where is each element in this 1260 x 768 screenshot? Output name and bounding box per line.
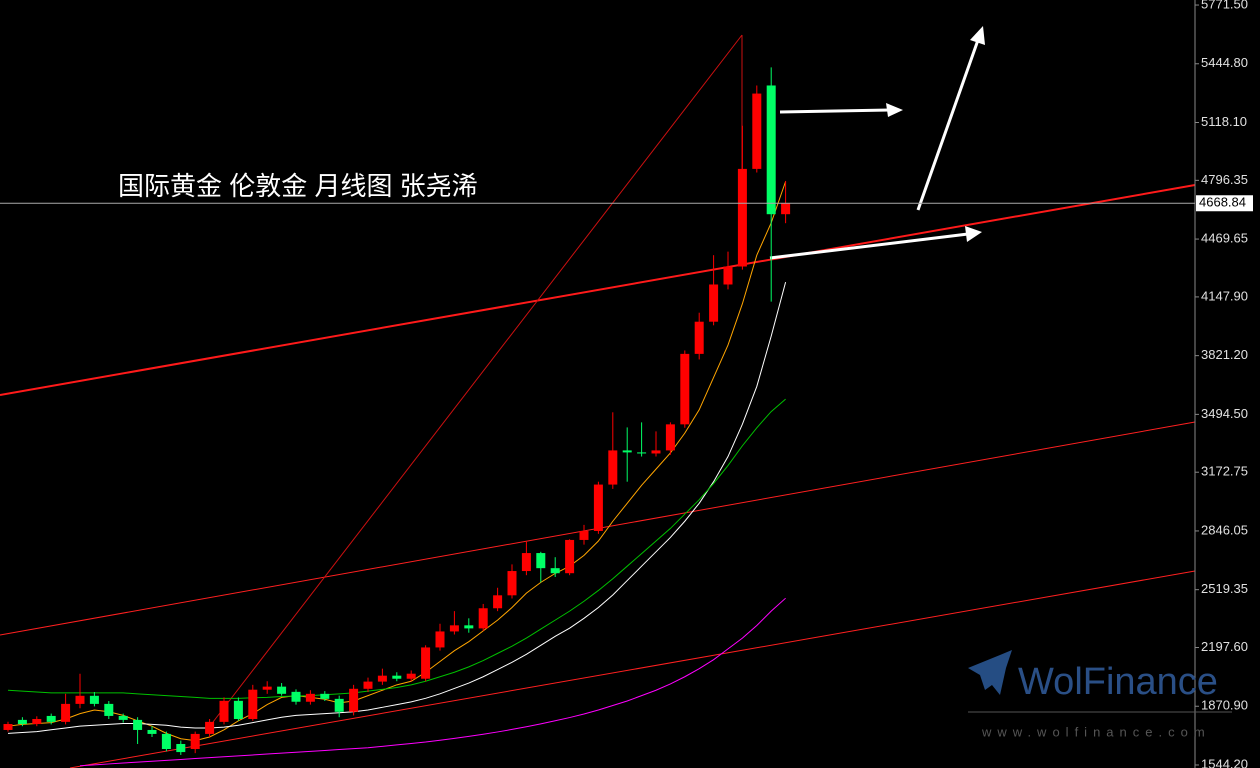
candle-body [392,675,402,679]
candle-body [377,675,387,682]
candle-body [17,719,27,725]
candle-body [536,553,546,569]
last-price-box [1196,195,1253,212]
candle-body [665,424,675,451]
y-tick-label: 1544.20 [1201,756,1248,768]
candle-body [579,530,589,540]
y-tick-label: 5118.10 [1201,114,1247,129]
y-tick-label: 3172.75 [1201,464,1248,479]
candle-body [104,703,114,716]
candle-body [305,693,315,702]
chart-title: 国际黄金 伦敦金 月线图 张尧浠 [118,171,478,201]
candle-body [435,631,445,648]
logo [968,650,1012,695]
candle-body [406,673,416,679]
candle-body [752,93,762,169]
candle-body [565,539,575,574]
candle-body [593,484,603,531]
candle-body [363,681,373,689]
candle-body [622,450,632,453]
candle-body [205,721,215,734]
y-tick-label: 3494.50 [1201,406,1248,421]
candle-body [161,733,171,750]
candle-body [723,266,733,285]
candle-body [478,608,488,629]
y-tick-label: 3821.20 [1201,347,1248,362]
candle-body [233,700,243,719]
y-tick-label: 2846.05 [1201,522,1248,537]
arrow [916,39,980,211]
candle-body [493,595,503,609]
candle-body [737,168,747,267]
moving-average [7,398,786,699]
candle-body [133,719,143,730]
y-tick-label: 5771.50 [1201,0,1248,11]
candle-body [190,733,200,750]
trend-line [69,570,1196,768]
candle-body [694,321,704,354]
candle-body [680,353,690,425]
arrow-head [970,26,985,45]
candle-body [75,695,85,704]
arrow [769,232,969,260]
y-tick-label: 4469.65 [1201,231,1248,246]
trend-line [212,34,743,723]
candle-body [262,686,272,690]
trend-line [0,184,1196,396]
candle-body [320,693,330,699]
watermark: WolFinance www.wolfinance.com [968,650,1232,739]
candle-body [46,715,56,722]
candle-body [507,571,517,596]
y-tick-label: 4796.35 [1201,172,1248,187]
y-tick-label: 5444.80 [1201,55,1248,70]
candle-body [464,625,474,629]
candle-body [637,452,647,454]
candle-body [651,450,661,454]
arrow-head [965,226,982,242]
candle-body [118,715,128,720]
y-tick-label: 1870.90 [1201,698,1248,713]
candle-body [550,568,560,574]
arrow [779,108,891,114]
candle-body [521,553,531,572]
candle-body [176,743,186,753]
candle-body [3,724,13,730]
candle-body [61,703,71,722]
candle-body [449,625,459,632]
candle-body [334,698,344,712]
candle-body [147,729,157,734]
candle-body [709,284,719,322]
moving-average [79,597,786,767]
y-tick-label: 4147.90 [1201,288,1248,303]
candle-body [349,688,359,712]
y-tick-label: 2197.60 [1201,639,1248,654]
y-tick-label: 2519.35 [1201,581,1248,596]
watermark-brand: WolFinance [1018,661,1218,703]
last-price-label: 4668.84 [1199,195,1246,210]
arrow-head [886,103,903,117]
candle-body [291,691,301,702]
candle-body [608,450,618,485]
candle-body [248,689,258,719]
drawings [0,26,1196,768]
candle-body [766,85,776,215]
candle-body [32,718,42,725]
candle-body [781,203,791,215]
candle-body [89,695,99,704]
plot [3,67,791,767]
candle-body [277,686,287,694]
candle-body [219,700,229,722]
candle-body [421,647,431,679]
watermark-url: www.wolfinance.com [981,724,1211,739]
